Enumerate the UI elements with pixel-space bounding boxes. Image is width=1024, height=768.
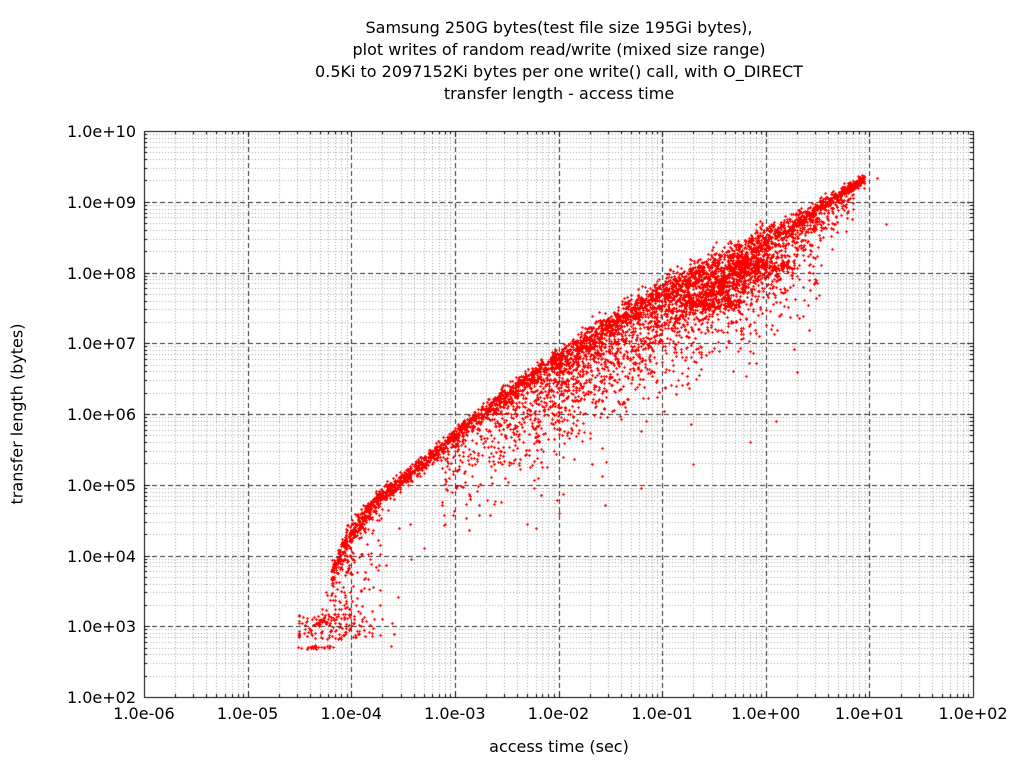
y-tick-label: 1.0e+05 xyxy=(66,475,136,495)
x-tick-label: 1.0e-02 xyxy=(527,704,590,723)
y-tick-label: 1.0e+10 xyxy=(66,122,136,141)
title-line-1: Samsung 250G bytes(test file size 195Gi … xyxy=(365,18,753,37)
title-line-2: plot writes of random read/write (mixed … xyxy=(352,40,766,59)
x-tick-label: 1.0e+00 xyxy=(731,704,801,723)
y-tick-label: 1.0e+03 xyxy=(66,617,136,637)
y-tick-label: 1.0e+08 xyxy=(66,263,136,283)
y-tick-label: 1.0e+07 xyxy=(66,334,136,354)
y-tick-label: 1.0e+02 xyxy=(66,688,136,707)
title-line-4: transfer length - access time xyxy=(443,84,675,103)
x-tick-label: 1.0e-06 xyxy=(113,704,175,723)
x-axis-label: access time (sec) xyxy=(489,737,629,756)
title-line-3: 0.5Ki to 2097152Ki bytes per one write()… xyxy=(315,62,803,81)
y-tick-label: 1.0e+06 xyxy=(66,405,136,424)
x-tick-label: 1.0e-05 xyxy=(216,704,279,723)
x-tick-label: 1.0e-03 xyxy=(424,704,486,723)
x-tick-label: 1.0e+02 xyxy=(938,704,1008,723)
y-tick-label: 1.0e+09 xyxy=(66,192,136,212)
y-tick-label: 1.0e+04 xyxy=(66,546,136,566)
x-tick-label: 1.0e-01 xyxy=(631,704,693,723)
x-tick-label: 1.0e-04 xyxy=(320,704,382,723)
x-tick-label: 1.0e+01 xyxy=(834,704,904,723)
chart-title: Samsung 250G bytes(test file size 195Gi … xyxy=(144,17,974,105)
